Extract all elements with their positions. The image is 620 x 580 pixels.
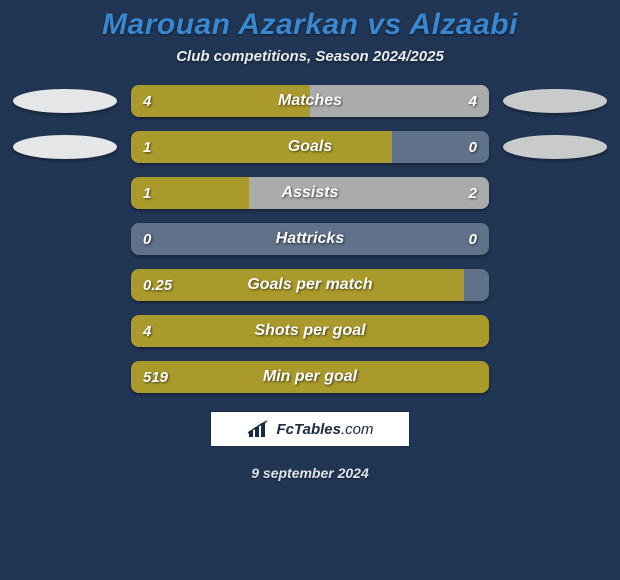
logo-badge: FcTables.com: [210, 411, 410, 447]
page-title: Marouan Azarkan vs Alzaabi: [0, 8, 620, 42]
player1-fill: [131, 131, 392, 163]
stat-bar: 0.25Goals per match: [131, 269, 489, 301]
stat-row: 12Assists: [0, 177, 620, 209]
player2-value: 4: [469, 85, 477, 117]
player1-fill: [131, 315, 489, 347]
stat-bar: 4Shots per goal: [131, 315, 489, 347]
stat-row: 44Matches: [0, 85, 620, 117]
player2-fill: [249, 177, 489, 209]
player2-value: 0: [469, 223, 477, 255]
player1-value: 0.25: [143, 269, 172, 301]
comparison-card: Marouan Azarkan vs Alzaabi Club competit…: [0, 0, 620, 580]
player1-value: 4: [143, 315, 151, 347]
player1-value: 519: [143, 361, 168, 393]
logo-bars-icon: [247, 419, 271, 439]
stat-bar: 10Goals: [131, 131, 489, 163]
logo-tld: .com: [341, 421, 374, 438]
player2-badge: [503, 135, 607, 159]
stat-label: Hattricks: [131, 223, 489, 255]
player1-fill: [131, 269, 464, 301]
player2-badge: [503, 89, 607, 113]
stat-row: 0 0Hattricks: [0, 223, 620, 255]
subtitle: Club competitions, Season 2024/2025: [0, 48, 620, 65]
date-label: 9 september 2024: [0, 465, 620, 481]
stat-row: 10Goals: [0, 131, 620, 163]
player1-badge: [13, 89, 117, 113]
player2-value: 2: [469, 177, 477, 209]
stat-row: 519Min per goal: [0, 361, 620, 393]
player2-fill: [310, 85, 489, 117]
stat-bar: 12Assists: [131, 177, 489, 209]
logo-text: FcTables.com: [277, 421, 374, 438]
stat-bar: 0 0Hattricks: [131, 223, 489, 255]
player1-fill: [131, 85, 310, 117]
stat-row: 0.25Goals per match: [0, 269, 620, 301]
stat-bar: 44Matches: [131, 85, 489, 117]
logo-brand: FcTables: [277, 421, 341, 438]
player1-value: 0: [143, 223, 151, 255]
stat-bar: 519Min per goal: [131, 361, 489, 393]
stats-container: 44Matches10Goals12Assists00Hattricks0.25…: [0, 85, 620, 393]
player1-value: 1: [143, 131, 151, 163]
stat-row: 4Shots per goal: [0, 315, 620, 347]
player1-value: 1: [143, 177, 151, 209]
player1-value: 4: [143, 85, 151, 117]
player1-fill: [131, 361, 489, 393]
player1-badge: [13, 135, 117, 159]
player2-value: 0: [469, 131, 477, 163]
